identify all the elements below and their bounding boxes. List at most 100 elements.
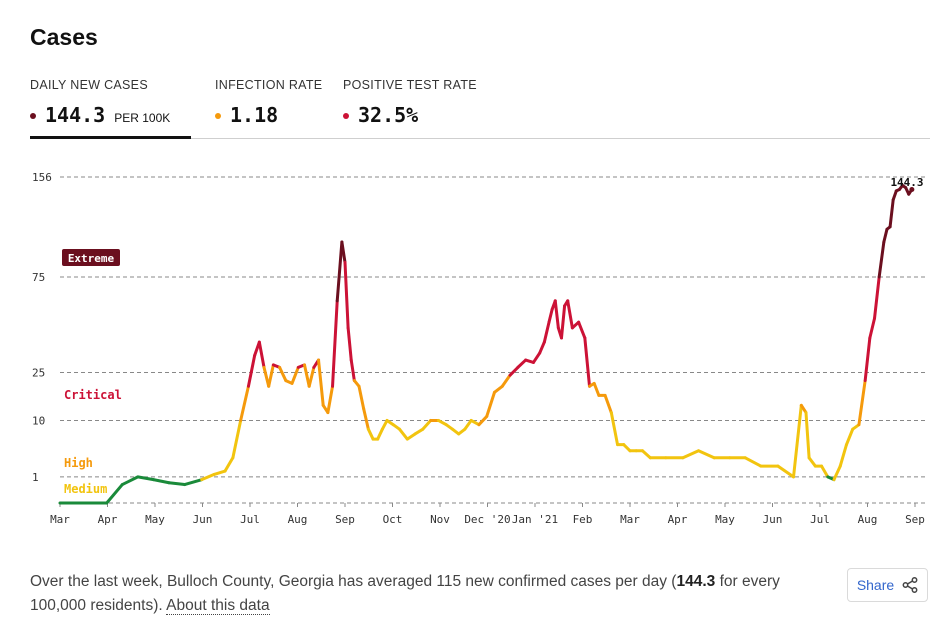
series-segment [421, 418, 433, 431]
series-segment [681, 449, 701, 460]
x-tick-label: Sep [905, 513, 925, 526]
series-segment [640, 449, 652, 460]
series-segment [477, 414, 489, 427]
x-tick-label: Sep [335, 513, 355, 526]
series-segment [792, 403, 803, 479]
series-segment [804, 411, 811, 460]
series-segment [538, 340, 546, 355]
series-segment [151, 478, 171, 485]
series-segment [376, 427, 384, 441]
series-segment [340, 240, 347, 264]
zone-label-extreme: Extreme [68, 252, 115, 265]
series-segment [609, 411, 620, 447]
summary-suffix: for every 100,000 residents). [30, 573, 780, 614]
series-segment [335, 240, 344, 303]
zone-label-critical: Critical [64, 388, 122, 402]
tab-value: 32.5% [358, 103, 419, 127]
x-tick-label: Mar [50, 513, 70, 526]
y-tick-label: 25 [32, 366, 45, 379]
tab-daily-new-cases[interactable]: DAILY NEW CASES 144.3 PER 100K [30, 78, 191, 139]
tab-value: 144.3 [45, 103, 106, 127]
summary-prefix: Over the last week, Bulloch County, Geor… [30, 573, 677, 590]
series-segment [743, 456, 763, 468]
zone-label-medium: Medium [64, 482, 107, 496]
share-label: Share [856, 577, 895, 593]
series-segment [891, 189, 898, 202]
x-tick-label: May [145, 513, 165, 526]
series-segment [307, 365, 316, 388]
series-segment [343, 260, 350, 330]
metric-tabs: DAILY NEW CASES 144.3 PER 100K INFECTION… [30, 78, 930, 139]
series-segment [500, 373, 512, 388]
tab-unit: PER 100K [114, 111, 171, 125]
tab-positive-test-rate[interactable]: POSITIVE TEST RATE 32.5% [343, 78, 478, 138]
series-segment [231, 418, 243, 460]
x-tick-label: May [715, 513, 735, 526]
series-segment [290, 365, 300, 385]
x-tick-label: Apr [98, 513, 118, 526]
x-tick-label: Aug [858, 513, 878, 526]
series-segment [200, 472, 216, 482]
series-segment [838, 443, 848, 468]
series-segment [807, 456, 817, 468]
series-segment [346, 326, 353, 362]
about-data-link[interactable]: About this data [166, 597, 270, 615]
series-segment [844, 427, 855, 447]
tab-infection-rate[interactable]: INFECTION RATE 1.18 [215, 78, 325, 138]
x-tick-label: Nov [430, 513, 450, 526]
series-segment [882, 227, 889, 244]
x-tick-label: Aug [288, 513, 308, 526]
series-segment [326, 384, 335, 415]
zone-badge-extreme [62, 249, 120, 266]
page-title: Cases [30, 24, 98, 50]
summary-value: 144.3 [676, 573, 716, 590]
x-tick-label: Dec '20 [464, 513, 510, 526]
dot-icon [343, 113, 349, 119]
series-segment [366, 427, 375, 441]
series-segment [239, 384, 250, 422]
tab-label: POSITIVE TEST RATE [343, 78, 477, 92]
series-segment [592, 381, 601, 397]
series-segment [776, 464, 796, 479]
cases-chart: 1 10 25 75 156 Mar Apr May Jun Jul Aug Sep Oct Nov Dec… [32, 171, 925, 526]
series-segment [167, 481, 187, 487]
series-segment [405, 432, 417, 441]
last-point [909, 186, 915, 192]
series-segment [303, 363, 311, 388]
series-segment [832, 464, 842, 482]
x-tick-label: Jun [763, 513, 783, 526]
series-segment [223, 456, 235, 473]
series-segment [485, 390, 497, 418]
series-segment [820, 464, 830, 479]
series-segment [257, 340, 266, 369]
series-segment [553, 299, 560, 330]
share-button[interactable]: Share [847, 568, 928, 602]
x-tick-label: Jul [810, 513, 830, 526]
series-segment [463, 418, 473, 431]
x-tick-label: Jun [193, 513, 213, 526]
tab-label: DAILY NEW CASES [30, 78, 148, 92]
series-segment [493, 384, 504, 394]
x-tick-label: Jan '21 [512, 513, 558, 526]
series-segment [398, 427, 409, 441]
series-segment [603, 393, 613, 415]
series-segment [516, 358, 528, 369]
series-segment [120, 475, 140, 487]
series-segment [888, 198, 895, 229]
share-icon [902, 577, 918, 593]
series-segment [697, 449, 716, 460]
end-value-label: 144.3 [890, 176, 923, 189]
series-segment [246, 353, 257, 388]
series-segment [105, 483, 124, 505]
dot-icon [215, 113, 221, 119]
y-tick-label: 156 [32, 171, 52, 184]
series-segment [362, 407, 370, 431]
dot-icon [30, 113, 36, 119]
y-tick-label: 10 [32, 414, 45, 427]
series-segment [559, 304, 567, 340]
series-segment [331, 299, 339, 388]
x-tick-label: Mar [620, 513, 640, 526]
series-segment [863, 336, 872, 383]
y-tick-label: 1 [32, 471, 39, 484]
series-segment [531, 351, 542, 364]
